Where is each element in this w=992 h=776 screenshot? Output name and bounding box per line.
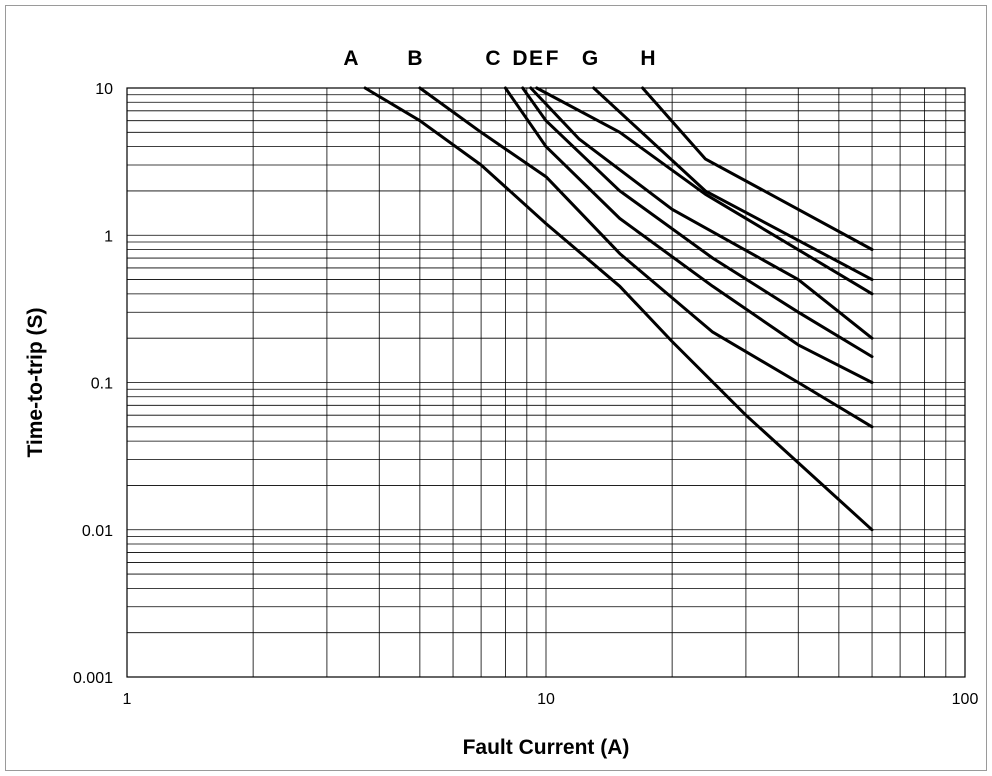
curve-h [641, 86, 874, 251]
curve-label-f: F [546, 47, 559, 70]
y-tick-label: 1 [104, 228, 113, 245]
curve-label-d: D [512, 47, 527, 70]
curve-label-b: B [407, 47, 422, 70]
x-tick-label: 10 [537, 691, 555, 708]
plot-border [126, 87, 966, 678]
x-axis-title: Fault Current (A) [463, 736, 630, 759]
curve-label-h: H [640, 47, 655, 70]
curve-d [521, 86, 874, 359]
curve-label-e: E [529, 47, 543, 70]
y-axis-title: Time-to-trip (S) [24, 307, 47, 457]
y-tick-label: 10 [95, 81, 113, 98]
x-tick-label: 1 [123, 691, 132, 708]
chart-frame [5, 5, 987, 771]
y-tick-label: 0.1 [91, 376, 113, 393]
curve-a [363, 86, 874, 532]
curve-g [592, 86, 874, 282]
y-tick-label: 0.01 [82, 523, 113, 540]
curve-c [503, 86, 874, 384]
curve-label-a: A [343, 47, 358, 70]
curve-label-g: G [582, 47, 598, 70]
y-tick-label: 0.001 [73, 670, 113, 687]
curve-e [529, 86, 874, 340]
curve-f [535, 86, 874, 296]
x-tick-labels: 1 10 100 [123, 691, 979, 708]
y-tick-labels: 0.001 0.01 0.1 1 10 [73, 81, 113, 687]
curve-b [418, 86, 874, 429]
curves [363, 86, 874, 532]
x-tick-label: 100 [952, 691, 979, 708]
curve-label-c: C [485, 47, 500, 70]
